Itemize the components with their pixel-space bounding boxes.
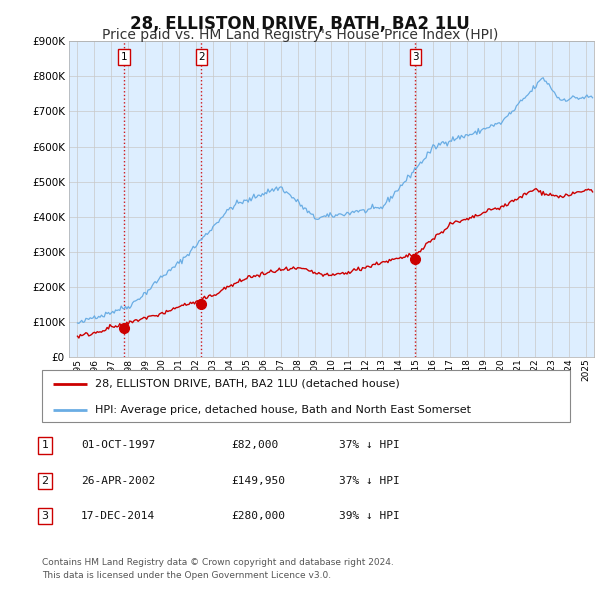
FancyBboxPatch shape <box>42 370 570 422</box>
Text: This data is licensed under the Open Government Licence v3.0.: This data is licensed under the Open Gov… <box>42 571 331 579</box>
Text: HPI: Average price, detached house, Bath and North East Somerset: HPI: Average price, detached house, Bath… <box>95 405 471 415</box>
Text: £280,000: £280,000 <box>231 512 285 521</box>
Text: 1: 1 <box>41 441 49 450</box>
Text: 3: 3 <box>412 52 419 62</box>
Text: 37% ↓ HPI: 37% ↓ HPI <box>339 476 400 486</box>
Text: 26-APR-2002: 26-APR-2002 <box>81 476 155 486</box>
Text: £149,950: £149,950 <box>231 476 285 486</box>
Text: 28, ELLISTON DRIVE, BATH, BA2 1LU: 28, ELLISTON DRIVE, BATH, BA2 1LU <box>130 15 470 33</box>
Text: Contains HM Land Registry data © Crown copyright and database right 2024.: Contains HM Land Registry data © Crown c… <box>42 558 394 566</box>
Text: 39% ↓ HPI: 39% ↓ HPI <box>339 512 400 521</box>
Text: 2: 2 <box>41 476 49 486</box>
Text: 28, ELLISTON DRIVE, BATH, BA2 1LU (detached house): 28, ELLISTON DRIVE, BATH, BA2 1LU (detac… <box>95 379 400 389</box>
Text: 37% ↓ HPI: 37% ↓ HPI <box>339 441 400 450</box>
Text: 01-OCT-1997: 01-OCT-1997 <box>81 441 155 450</box>
Text: 17-DEC-2014: 17-DEC-2014 <box>81 512 155 521</box>
Text: 1: 1 <box>121 52 127 62</box>
Text: Price paid vs. HM Land Registry's House Price Index (HPI): Price paid vs. HM Land Registry's House … <box>102 28 498 42</box>
Text: 3: 3 <box>41 512 49 521</box>
Text: £82,000: £82,000 <box>231 441 278 450</box>
Text: 2: 2 <box>198 52 205 62</box>
